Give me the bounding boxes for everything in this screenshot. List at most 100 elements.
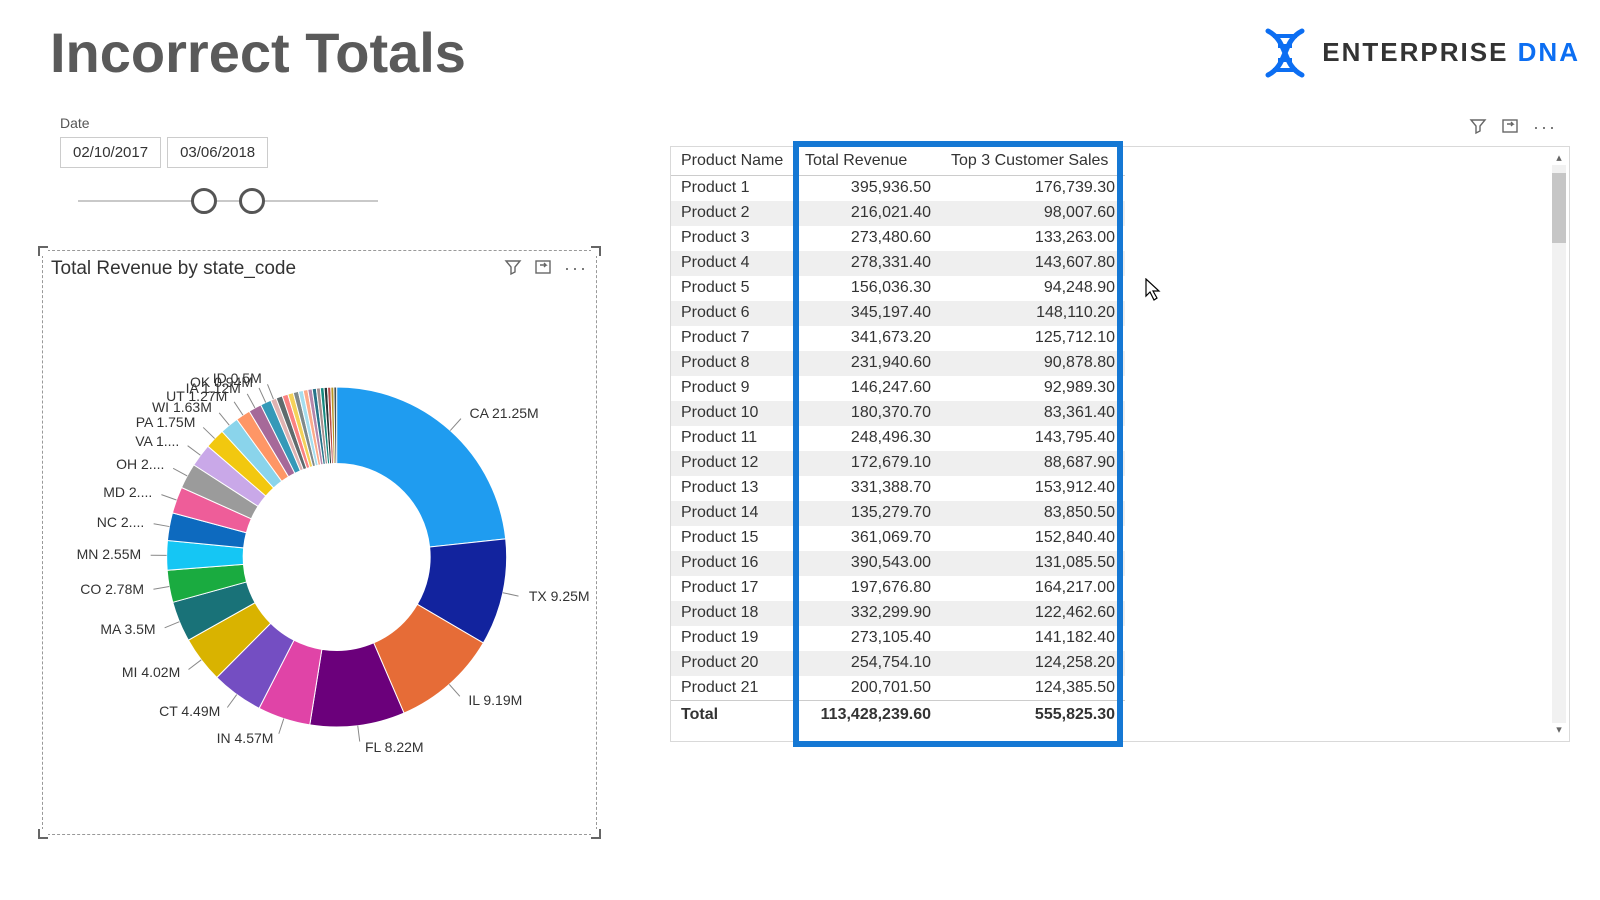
cell-value: 143,607.80 [941, 251, 1125, 276]
cell-product: Product 11 [671, 426, 795, 451]
date-start-input[interactable]: 02/10/2017 [60, 137, 161, 168]
slider-handle-start[interactable] [191, 188, 217, 214]
cell-value: 92,989.30 [941, 376, 1125, 401]
cell-product: Product 3 [671, 226, 795, 251]
header: Incorrect Totals ENTERPRISE DNA [0, 0, 1600, 95]
more-options-icon[interactable]: ··· [564, 258, 588, 281]
scroll-down-icon[interactable]: ▾ [1556, 723, 1562, 737]
cell-product: Product 14 [671, 501, 795, 526]
cell-product: Product 5 [671, 276, 795, 301]
table-row[interactable]: Product 2216,021.4098,007.60 [671, 201, 1125, 226]
filter-icon[interactable] [1469, 117, 1487, 140]
table-row[interactable]: Product 5156,036.3094,248.90 [671, 276, 1125, 301]
cell-value: 254,754.10 [795, 651, 941, 676]
cell-value: 94,248.90 [941, 276, 1125, 301]
cell-value: 146,247.60 [795, 376, 941, 401]
cell-product: Product 10 [671, 401, 795, 426]
cell-value: 332,299.90 [795, 601, 941, 626]
page-title: Incorrect Totals [50, 20, 466, 85]
cell-value: 124,385.50 [941, 676, 1125, 701]
table-row[interactable]: Product 3273,480.60133,263.00 [671, 226, 1125, 251]
cell-value: 345,197.40 [795, 301, 941, 326]
total-cell: 113,428,239.60 [795, 701, 941, 730]
table-row[interactable]: Product 12172,679.1088,687.90 [671, 451, 1125, 476]
cell-value: 98,007.60 [941, 201, 1125, 226]
total-cell: Total [671, 701, 795, 730]
table-row[interactable]: Product 6345,197.40148,110.20 [671, 301, 1125, 326]
table-visual[interactable]: ··· Product NameTotal RevenueTop 3 Custo… [670, 146, 1570, 742]
focus-mode-icon[interactable] [534, 258, 552, 281]
table-row[interactable]: Product 18332,299.90122,462.60 [671, 601, 1125, 626]
cell-value: 248,496.30 [795, 426, 941, 451]
cell-value: 164,217.00 [941, 576, 1125, 601]
total-cell: 555,825.30 [941, 701, 1125, 730]
cell-product: Product 18 [671, 601, 795, 626]
table-row[interactable]: Product 17197,676.80164,217.00 [671, 576, 1125, 601]
cell-value: 124,258.20 [941, 651, 1125, 676]
table-row[interactable]: Product 11248,496.30143,795.40 [671, 426, 1125, 451]
brand-main: ENTERPRISE [1322, 37, 1508, 67]
table-row[interactable]: Product 4278,331.40143,607.80 [671, 251, 1125, 276]
cell-product: Product 2 [671, 201, 795, 226]
table-row[interactable]: Product 8231,940.6090,878.80 [671, 351, 1125, 376]
table-scrollbar[interactable]: ▴ ▾ [1551, 151, 1567, 737]
table-header[interactable]: Product Name [671, 147, 795, 176]
cell-value: 156,036.30 [795, 276, 941, 301]
table-row[interactable]: Product 7341,673.20125,712.10 [671, 326, 1125, 351]
table-row[interactable]: Product 21200,701.50124,385.50 [671, 676, 1125, 701]
cell-value: 278,331.40 [795, 251, 941, 276]
donut-slice[interactable] [336, 387, 505, 547]
table-header[interactable]: Top 3 Customer Sales [941, 147, 1125, 176]
cell-value: 197,676.80 [795, 576, 941, 601]
filter-icon[interactable] [504, 258, 522, 281]
cell-value: 331,388.70 [795, 476, 941, 501]
cell-value: 273,105.40 [795, 626, 941, 651]
cell-product: Product 21 [671, 676, 795, 701]
slider-handle-end[interactable] [239, 188, 265, 214]
cell-value: 341,673.20 [795, 326, 941, 351]
table-row[interactable]: Product 15361,069.70152,840.40 [671, 526, 1125, 551]
cell-value: 395,936.50 [795, 176, 941, 201]
table-row[interactable]: Product 13331,388.70153,912.40 [671, 476, 1125, 501]
table-row[interactable]: Product 9146,247.6092,989.30 [671, 376, 1125, 401]
cell-value: 152,840.40 [941, 526, 1125, 551]
date-end-input[interactable]: 03/06/2018 [167, 137, 268, 168]
brand-accent: DNA [1518, 37, 1580, 67]
table-row[interactable]: Product 10180,370.7083,361.40 [671, 401, 1125, 426]
cell-product: Product 1 [671, 176, 795, 201]
cell-value: 143,795.40 [941, 426, 1125, 451]
cell-product: Product 20 [671, 651, 795, 676]
cell-value: 176,739.30 [941, 176, 1125, 201]
cell-value: 200,701.50 [795, 676, 941, 701]
cell-value: 90,878.80 [941, 351, 1125, 376]
cell-value: 172,679.10 [795, 451, 941, 476]
cell-value: 153,912.40 [941, 476, 1125, 501]
cell-value: 216,021.40 [795, 201, 941, 226]
cursor-icon [1145, 278, 1163, 308]
more-options-icon[interactable]: ··· [1533, 117, 1557, 140]
date-slider[interactable] [78, 186, 378, 216]
dna-icon [1258, 26, 1312, 80]
focus-mode-icon[interactable] [1501, 117, 1519, 140]
chart-title: Total Revenue by state_code [51, 258, 296, 280]
table-row[interactable]: Product 16390,543.00131,085.50 [671, 551, 1125, 576]
cell-value: 125,712.10 [941, 326, 1125, 351]
cell-product: Product 4 [671, 251, 795, 276]
brand-logo: ENTERPRISE DNA [1258, 26, 1580, 80]
cell-value: 131,085.50 [941, 551, 1125, 576]
cell-product: Product 7 [671, 326, 795, 351]
cell-value: 88,687.90 [941, 451, 1125, 476]
table-row[interactable]: Product 14135,279.7083,850.50 [671, 501, 1125, 526]
donut-chart-visual[interactable]: Total Revenue by state_code ··· CA 21.25… [42, 250, 597, 835]
data-table: Product NameTotal RevenueTop 3 Customer … [671, 147, 1125, 729]
cell-product: Product 13 [671, 476, 795, 501]
scroll-up-icon[interactable]: ▴ [1556, 151, 1562, 165]
cell-value: 83,850.50 [941, 501, 1125, 526]
table-header[interactable]: Total Revenue [795, 147, 941, 176]
cell-value: 122,462.60 [941, 601, 1125, 626]
cell-value: 135,279.70 [795, 501, 941, 526]
cell-product: Product 15 [671, 526, 795, 551]
table-row[interactable]: Product 19273,105.40141,182.40 [671, 626, 1125, 651]
table-row[interactable]: Product 1395,936.50176,739.30 [671, 176, 1125, 201]
table-row[interactable]: Product 20254,754.10124,258.20 [671, 651, 1125, 676]
